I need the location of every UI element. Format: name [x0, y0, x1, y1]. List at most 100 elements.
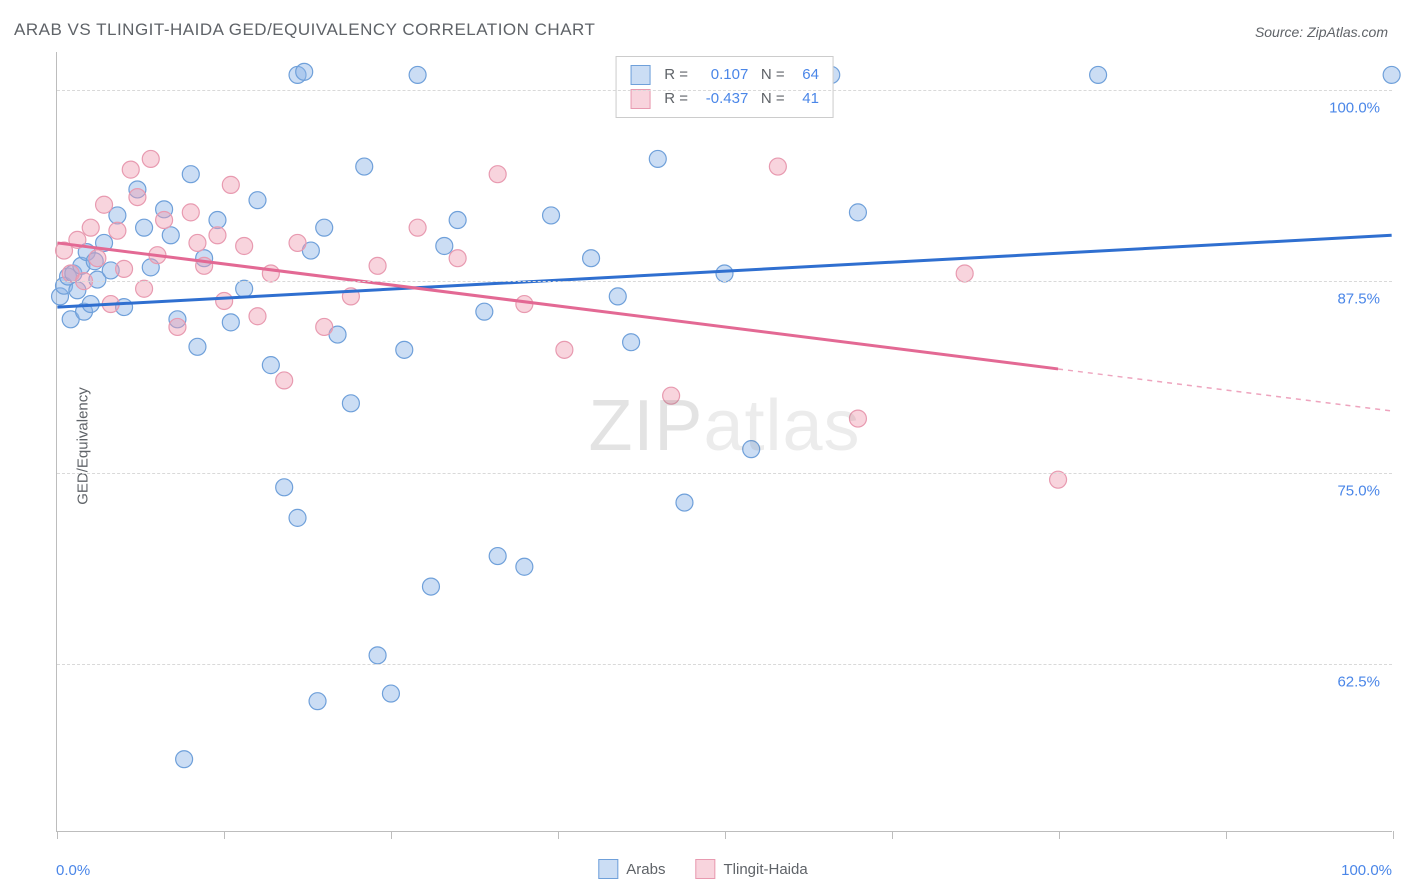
scatter-point — [476, 303, 493, 320]
scatter-point — [769, 158, 786, 175]
scatter-point — [182, 166, 199, 183]
plot-svg — [57, 52, 1392, 831]
trend-line-dashed — [1058, 369, 1392, 411]
scatter-point — [222, 314, 239, 331]
chart-title: ARAB VS TLINGIT-HAIDA GED/EQUIVALENCY CO… — [14, 20, 595, 40]
x-tick — [57, 831, 58, 839]
x-tick — [892, 831, 893, 839]
y-tick-label: 87.5% — [1337, 291, 1380, 308]
scatter-point — [489, 166, 506, 183]
scatter-point — [396, 341, 413, 358]
scatter-point — [156, 212, 173, 229]
scatter-point — [316, 219, 333, 236]
y-tick-label: 62.5% — [1337, 673, 1380, 690]
gridline — [57, 664, 1392, 665]
legend-swatch-icon — [630, 89, 650, 109]
x-tick — [1393, 831, 1394, 839]
scatter-point — [162, 227, 179, 244]
gridline — [57, 281, 1392, 282]
scatter-point — [316, 318, 333, 335]
scatter-point — [289, 234, 306, 251]
scatter-point — [209, 227, 226, 244]
gridline — [57, 90, 1392, 91]
scatter-point — [189, 338, 206, 355]
scatter-point — [249, 192, 266, 209]
scatter-point — [296, 63, 313, 80]
stats-text: R = 0.107 N = 64 — [660, 63, 819, 87]
scatter-point — [956, 265, 973, 282]
bottom-legend: Arabs Tlingit-Haida — [598, 859, 807, 879]
scatter-point — [96, 196, 113, 213]
x-tick — [1059, 831, 1060, 839]
x-tick — [558, 831, 559, 839]
scatter-point — [122, 161, 139, 178]
stats-legend-box: R = 0.107 N = 64 R = -0.437 N = 41 — [615, 56, 834, 118]
scatter-point — [716, 265, 733, 282]
x-tick — [391, 831, 392, 839]
scatter-point — [422, 578, 439, 595]
x-tick — [725, 831, 726, 839]
scatter-point — [489, 548, 506, 565]
scatter-point — [623, 334, 640, 351]
scatter-point — [382, 685, 399, 702]
scatter-point — [249, 308, 266, 325]
scatter-point — [583, 250, 600, 267]
stats-row: R = 0.107 N = 64 — [630, 63, 819, 87]
legend-item: Tlingit-Haida — [695, 859, 807, 879]
scatter-point — [289, 509, 306, 526]
scatter-point — [409, 66, 426, 83]
scatter-point — [309, 693, 326, 710]
trend-line — [57, 235, 1391, 307]
legend-label: Arabs — [626, 861, 665, 878]
scatter-point — [222, 176, 239, 193]
plot-area: ZIPatlas R = 0.107 N = 64 R = -0.437 N =… — [56, 52, 1392, 832]
scatter-point — [449, 250, 466, 267]
legend-swatch-icon — [630, 65, 650, 85]
scatter-point — [276, 372, 293, 389]
scatter-point — [236, 237, 253, 254]
scatter-point — [142, 150, 159, 167]
scatter-point — [182, 204, 199, 221]
scatter-point — [556, 341, 573, 358]
scatter-point — [543, 207, 560, 224]
scatter-point — [342, 395, 359, 412]
scatter-point — [89, 250, 106, 267]
scatter-point — [262, 357, 279, 374]
scatter-point — [609, 288, 626, 305]
scatter-point — [129, 189, 146, 206]
chart-container: ARAB VS TLINGIT-HAIDA GED/EQUIVALENCY CO… — [0, 0, 1406, 892]
scatter-point — [676, 494, 693, 511]
source-attribution: Source: ZipAtlas.com — [1255, 24, 1388, 40]
scatter-point — [109, 222, 126, 239]
legend-swatch-icon — [695, 859, 715, 879]
gridline — [57, 473, 1392, 474]
legend-label: Tlingit-Haida — [723, 861, 807, 878]
scatter-point — [216, 292, 233, 309]
scatter-point — [356, 158, 373, 175]
scatter-point — [1383, 66, 1400, 83]
scatter-point — [209, 212, 226, 229]
scatter-point — [116, 260, 133, 277]
scatter-point — [1090, 66, 1107, 83]
scatter-point — [369, 647, 386, 664]
scatter-point — [849, 204, 866, 221]
x-tick — [1226, 831, 1227, 839]
scatter-point — [136, 280, 153, 297]
scatter-point — [663, 387, 680, 404]
scatter-point — [449, 212, 466, 229]
scatter-point — [649, 150, 666, 167]
scatter-point — [236, 280, 253, 297]
scatter-point — [516, 558, 533, 575]
scatter-point — [1050, 471, 1067, 488]
legend-item: Arabs — [598, 859, 665, 879]
scatter-point — [743, 441, 760, 458]
scatter-point — [169, 318, 186, 335]
scatter-point — [436, 237, 453, 254]
scatter-point — [82, 219, 99, 236]
scatter-point — [276, 479, 293, 496]
scatter-point — [516, 296, 533, 313]
x-tick — [224, 831, 225, 839]
scatter-point — [369, 257, 386, 274]
x-axis-min-label: 0.0% — [56, 862, 90, 879]
y-tick-label: 75.0% — [1337, 482, 1380, 499]
